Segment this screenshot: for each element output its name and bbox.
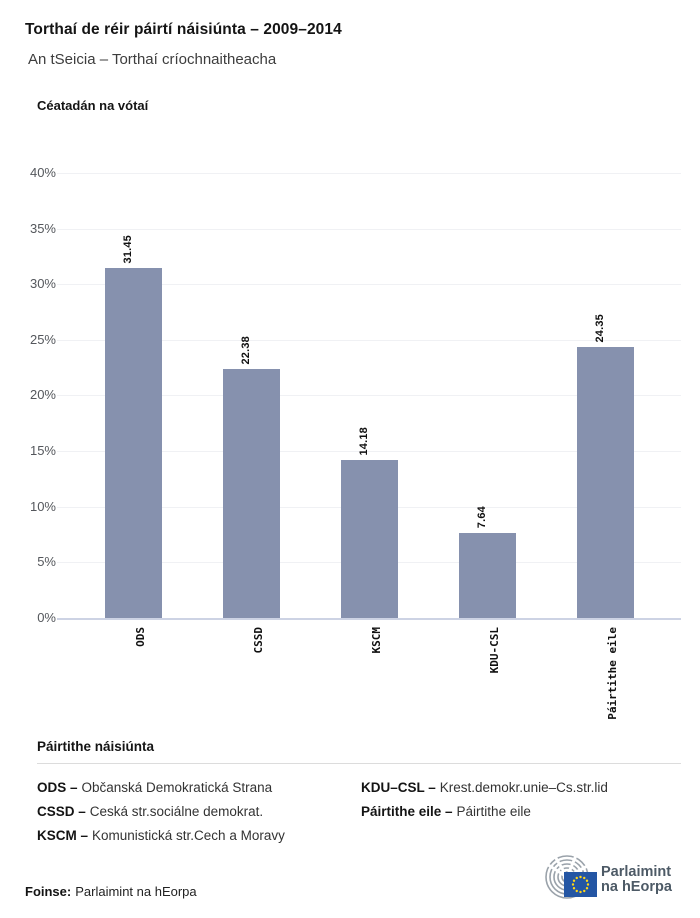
eu-flag-field xyxy=(564,872,597,897)
x-tick-label: Páirtithe eile xyxy=(605,627,619,720)
chart-bar[interactable] xyxy=(340,460,398,618)
legend-desc: Komunistická str.Cech a Moravy xyxy=(92,828,285,843)
x-tick-label: KDU-CSL xyxy=(487,627,501,674)
legend-item: Páirtithe eile – Páirtithe eile xyxy=(361,804,531,819)
x-tick-label: KSCM xyxy=(369,627,383,654)
bar-value-label: 14.18 xyxy=(358,426,370,456)
legend-item: CSSD – Ceská str.sociálne demokrat. xyxy=(37,804,263,819)
gridline xyxy=(57,173,681,174)
x-axis-line xyxy=(57,617,681,620)
gridline xyxy=(57,284,681,286)
chart-bar[interactable] xyxy=(458,533,516,618)
page-subtitle: An tSeicia – Torthaí críochnaitheacha xyxy=(28,51,277,68)
y-tick-label: 20% xyxy=(29,387,56,403)
logo-line2: na hEorpa xyxy=(601,879,672,895)
bar-value-label: 7.64 xyxy=(476,505,488,529)
chart-bar[interactable] xyxy=(104,268,162,618)
y-tick-label: 0% xyxy=(37,609,56,625)
legend-term: CSSD – xyxy=(37,804,86,819)
legend-item: KSCM – Komunistická str.Cech a Moravy xyxy=(37,828,285,843)
y-tick-label: 25% xyxy=(29,331,56,347)
legend-item: ODS – Občanská Demokratická Strana xyxy=(37,780,272,795)
gridline xyxy=(57,395,681,397)
y-tick-label: 5% xyxy=(37,554,56,570)
x-tick-label: ODS xyxy=(133,627,147,647)
bar-value-label: 24.35 xyxy=(594,313,606,343)
y-tick-label: 30% xyxy=(29,276,56,292)
eu-flag-stars xyxy=(571,875,590,894)
logo-line1: Parlaimint xyxy=(601,864,672,880)
legend-item: KDU–CSL – Krest.demokr.unie–Cs.str.lid xyxy=(361,780,608,795)
page-title: Torthaí de réir páirtí náisiúnta – 2009–… xyxy=(25,21,342,38)
source-label: Foinse: xyxy=(25,884,72,899)
eu-flag-icon xyxy=(564,872,597,897)
y-tick-label: 35% xyxy=(29,220,56,236)
legend-desc: Krest.demokr.unie–Cs.str.lid xyxy=(439,780,608,795)
bar-value-label: 22.38 xyxy=(240,335,252,365)
gridline xyxy=(57,228,681,230)
chart-bar[interactable] xyxy=(222,369,280,618)
legend-term: KDU–CSL – xyxy=(361,780,436,795)
legend-desc: Občanská Demokratická Strana xyxy=(81,780,273,795)
y-axis-title: Céatadán na vótaí xyxy=(37,98,149,113)
y-tick-label: 40% xyxy=(29,165,56,180)
legend-desc: Páirtithe eile xyxy=(456,804,531,819)
legend-term: KSCM – xyxy=(37,828,89,843)
y-tick-label: 10% xyxy=(29,498,56,514)
legend-heading: Páirtithe náisiúnta xyxy=(37,739,155,754)
gridline xyxy=(57,339,681,341)
source-value: Parlaimint na hEorpa xyxy=(75,884,197,899)
y-tick-label: 15% xyxy=(29,443,56,459)
gridline xyxy=(57,451,681,453)
legend-divider xyxy=(37,763,681,764)
legend-term: ODS – xyxy=(37,780,78,795)
legend-term: Páirtithe eile – xyxy=(361,804,453,819)
chart-bar[interactable] xyxy=(576,347,634,618)
bar-value-label: 31.45 xyxy=(122,234,134,264)
european-parliament-logo: Parlaimint na hEorpa xyxy=(531,853,691,901)
legend-desc: Ceská str.sociálne demokrat. xyxy=(89,804,264,819)
x-tick-label: CSSD xyxy=(251,627,265,654)
logo-wordmark: Parlaimint na hEorpa xyxy=(601,865,672,895)
source-line: Foinse: Parlaimint na hEorpa xyxy=(25,884,197,899)
